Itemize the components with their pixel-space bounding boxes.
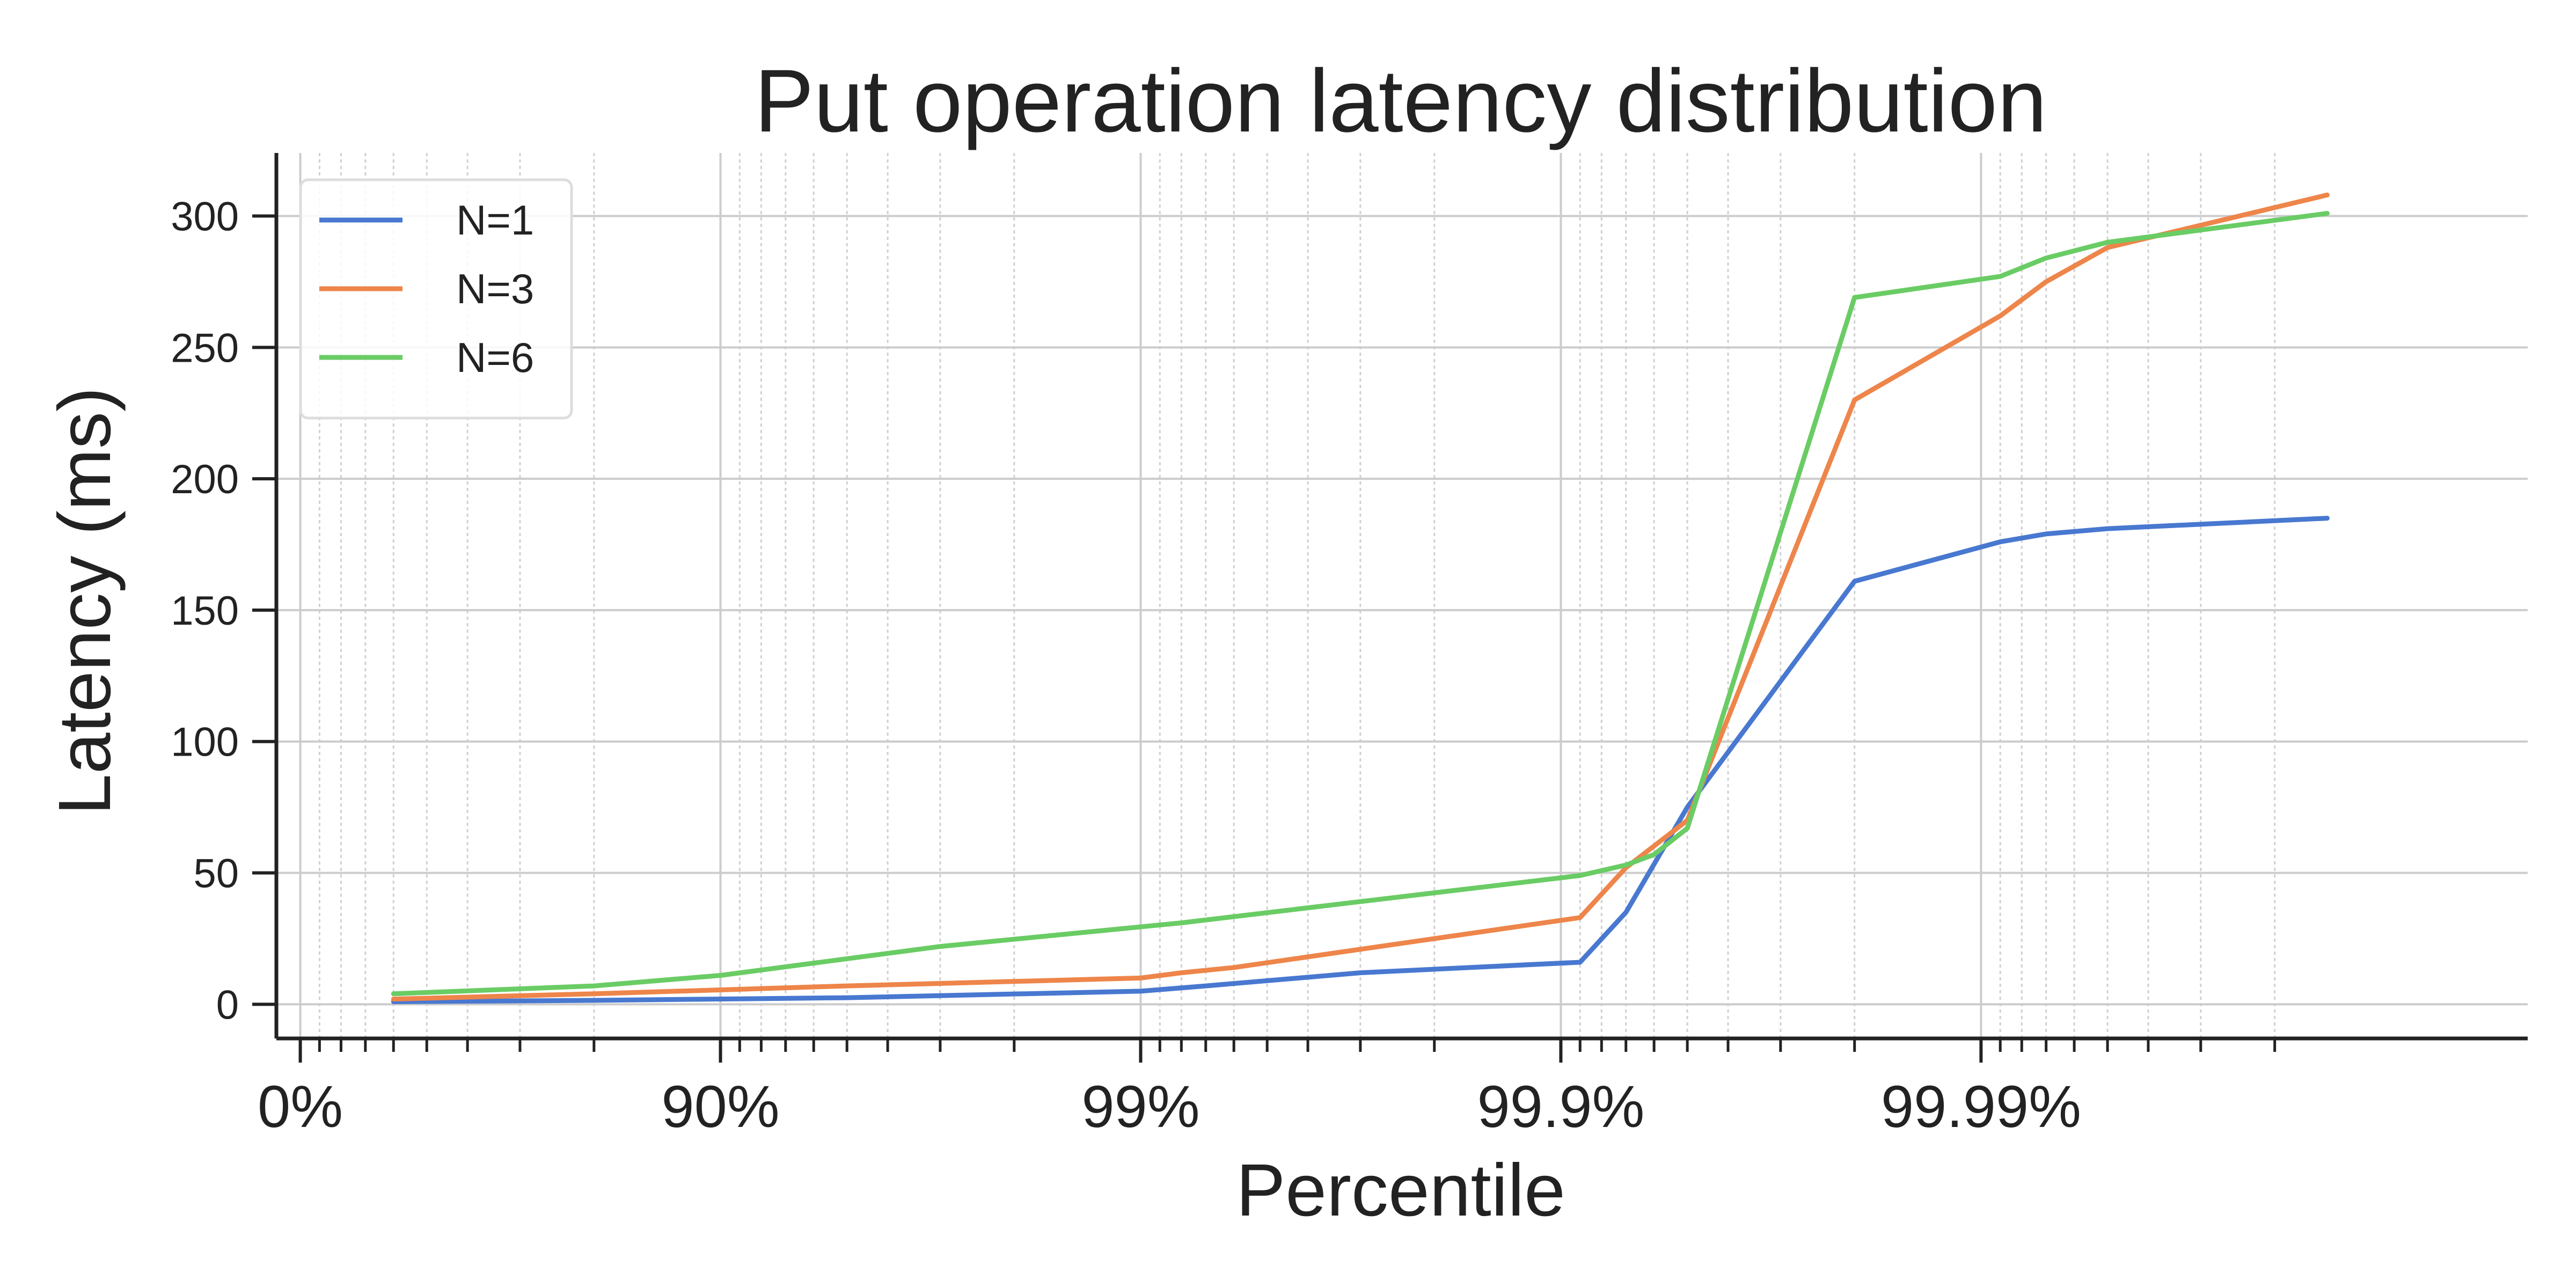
- major-grid: [276, 153, 2528, 1038]
- series-line-n6: [391, 211, 2330, 997]
- series-layer: [391, 192, 2330, 1004]
- x-tick-label: 90%: [661, 1074, 779, 1140]
- chart-title: Put operation latency distribution: [755, 52, 2047, 151]
- y-tick-label: 100: [171, 720, 239, 765]
- y-tick-label: 0: [216, 982, 239, 1028]
- y-tick-label: 150: [171, 588, 239, 634]
- series-line-n3: [391, 192, 2330, 1002]
- y-tick-label: 250: [171, 325, 239, 371]
- series-line-n1: [391, 516, 2330, 1004]
- x-tick-label: 0%: [258, 1074, 343, 1140]
- legend-label: N=1: [456, 196, 534, 244]
- axes: [274, 153, 2528, 1041]
- legend-label: N=3: [456, 265, 534, 312]
- legend: N=1 N=3 N=6: [299, 178, 573, 420]
- ticks: 0% 90% 99% 99.9% 99.99% 0 50 100 150 200 250 300: [171, 194, 2277, 1140]
- legend-label: N=6: [456, 334, 534, 381]
- x-axis-label: Percentile: [1236, 1149, 1565, 1232]
- x-tick-label: 99.9%: [1477, 1074, 1644, 1140]
- y-tick-label: 200: [171, 457, 239, 502]
- y-axis-label: Latency (ms): [43, 387, 126, 815]
- x-tick-label: 99.99%: [1881, 1074, 2081, 1140]
- x-tick-label: 99%: [1081, 1074, 1199, 1140]
- y-tick-label: 300: [171, 194, 239, 240]
- y-tick-label: 50: [193, 851, 239, 897]
